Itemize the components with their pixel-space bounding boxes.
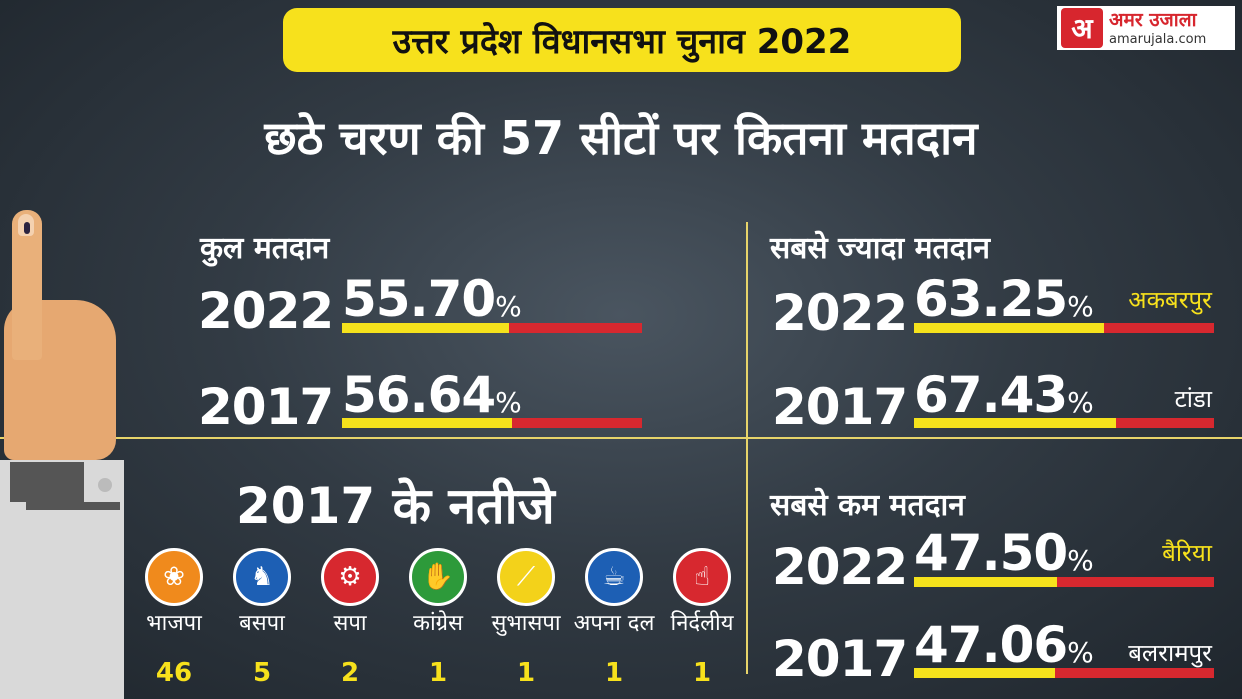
party-item: ⟋ सुभासपा 1: [484, 548, 568, 688]
highest-place-2022: अकबरपुर: [1128, 286, 1212, 314]
highest-value-2022: 63.25%: [914, 270, 1094, 328]
lowest-turnout-heading: सबसे कम मतदान: [770, 488, 965, 523]
total-bar-fill-2017: [342, 418, 512, 428]
lotus-icon: ❀: [145, 548, 203, 606]
highest-bar-2022: [914, 323, 1214, 333]
highest-bar-2017: [914, 418, 1214, 428]
party-name: भाजपा: [146, 611, 202, 636]
lowest-year-2022: 2022: [772, 538, 908, 596]
party-item: ♞ बसपा 5: [220, 548, 304, 688]
party-seats: 1: [604, 658, 624, 688]
party-item: ☕ अपना दल 1: [572, 548, 656, 688]
highest-value-2017: 67.43%: [914, 366, 1094, 424]
party-seats: 5: [252, 658, 272, 688]
party-seats: 2: [340, 658, 360, 688]
logo-mark: अ: [1061, 8, 1103, 48]
lowest-bar-fill-2017: [914, 668, 1056, 678]
total-year-2017: 2017: [198, 378, 334, 436]
party-name: सुभासपा: [491, 611, 561, 636]
party-name: निर्दलीय: [670, 611, 734, 636]
lowest-place-2017: बलरामपुर: [1128, 639, 1212, 667]
total-bar-fill-2022: [342, 323, 510, 333]
stick-icon: ⟋: [497, 548, 555, 606]
total-value-2022: 55.70%: [342, 270, 522, 328]
party-name: अपना दल: [573, 611, 655, 636]
highest-turnout-heading: सबसे ज्यादा मतदान: [770, 231, 990, 266]
highest-place-2017: टांडा: [1174, 385, 1212, 413]
total-turnout-heading: कुल मतदान: [200, 231, 330, 266]
highest-bar-fill-2022: [914, 323, 1104, 333]
total-value-2017: 56.64%: [342, 366, 522, 424]
party-seats: 1: [428, 658, 448, 688]
highest-bar-fill-2017: [914, 418, 1117, 428]
results-2017-heading: 2017 के नतीजे: [236, 477, 555, 535]
party-name: कांग्रेस: [413, 611, 463, 636]
total-bar-2017: [342, 418, 642, 428]
party-item: ❀ भाजपा 46: [132, 548, 216, 688]
subtitle: छठे चरण की 57 सीटों पर कितना मतदान: [264, 111, 978, 165]
party-item: ⚙ सपा 2: [308, 548, 392, 688]
horizontal-divider: [0, 437, 1242, 439]
party-item: ☝ निर्दलीय 1: [660, 548, 744, 688]
independent-icon: ☝: [673, 548, 731, 606]
cup-icon: ☕: [585, 548, 643, 606]
cuff-button: [98, 478, 112, 492]
lowest-bar-2022: [914, 577, 1214, 587]
hand-icon: ✋: [409, 548, 467, 606]
party-name: सपा: [333, 611, 367, 636]
lowest-year-2017: 2017: [772, 630, 908, 688]
sleeve-stripe: [26, 502, 120, 510]
party-seats: 1: [516, 658, 536, 688]
logo-name-hindi: अमर उजाला: [1109, 8, 1197, 31]
highest-year-2017: 2017: [772, 378, 908, 436]
brand-logo[interactable]: अ अमर उजाला amarujala.com: [1057, 6, 1235, 50]
total-year-2022: 2022: [198, 282, 334, 340]
lowest-bar-fill-2022: [914, 577, 1057, 587]
elephant-icon: ♞: [233, 548, 291, 606]
highest-year-2022: 2022: [772, 284, 908, 342]
sleeve-patch: [10, 462, 84, 502]
page-title: उत्तर प्रदेश विधानसभा चुनाव 2022: [283, 8, 961, 72]
vertical-divider: [746, 222, 748, 674]
logo-name-english: amarujala.com: [1109, 31, 1207, 47]
lowest-value-2022: 47.50%: [914, 524, 1094, 582]
party-item: ✋ कांग्रेस 1: [396, 548, 480, 688]
lowest-bar-2017: [914, 668, 1214, 678]
lowest-place-2022: बैरिया: [1162, 539, 1212, 567]
ink-mark-icon: [24, 222, 30, 234]
party-seats: 46: [155, 658, 193, 688]
bicycle-icon: ⚙: [321, 548, 379, 606]
party-seats: 1: [692, 658, 712, 688]
party-name: बसपा: [239, 611, 285, 636]
lowest-value-2017: 47.06%: [914, 616, 1094, 674]
total-bar-2022: [342, 323, 642, 333]
